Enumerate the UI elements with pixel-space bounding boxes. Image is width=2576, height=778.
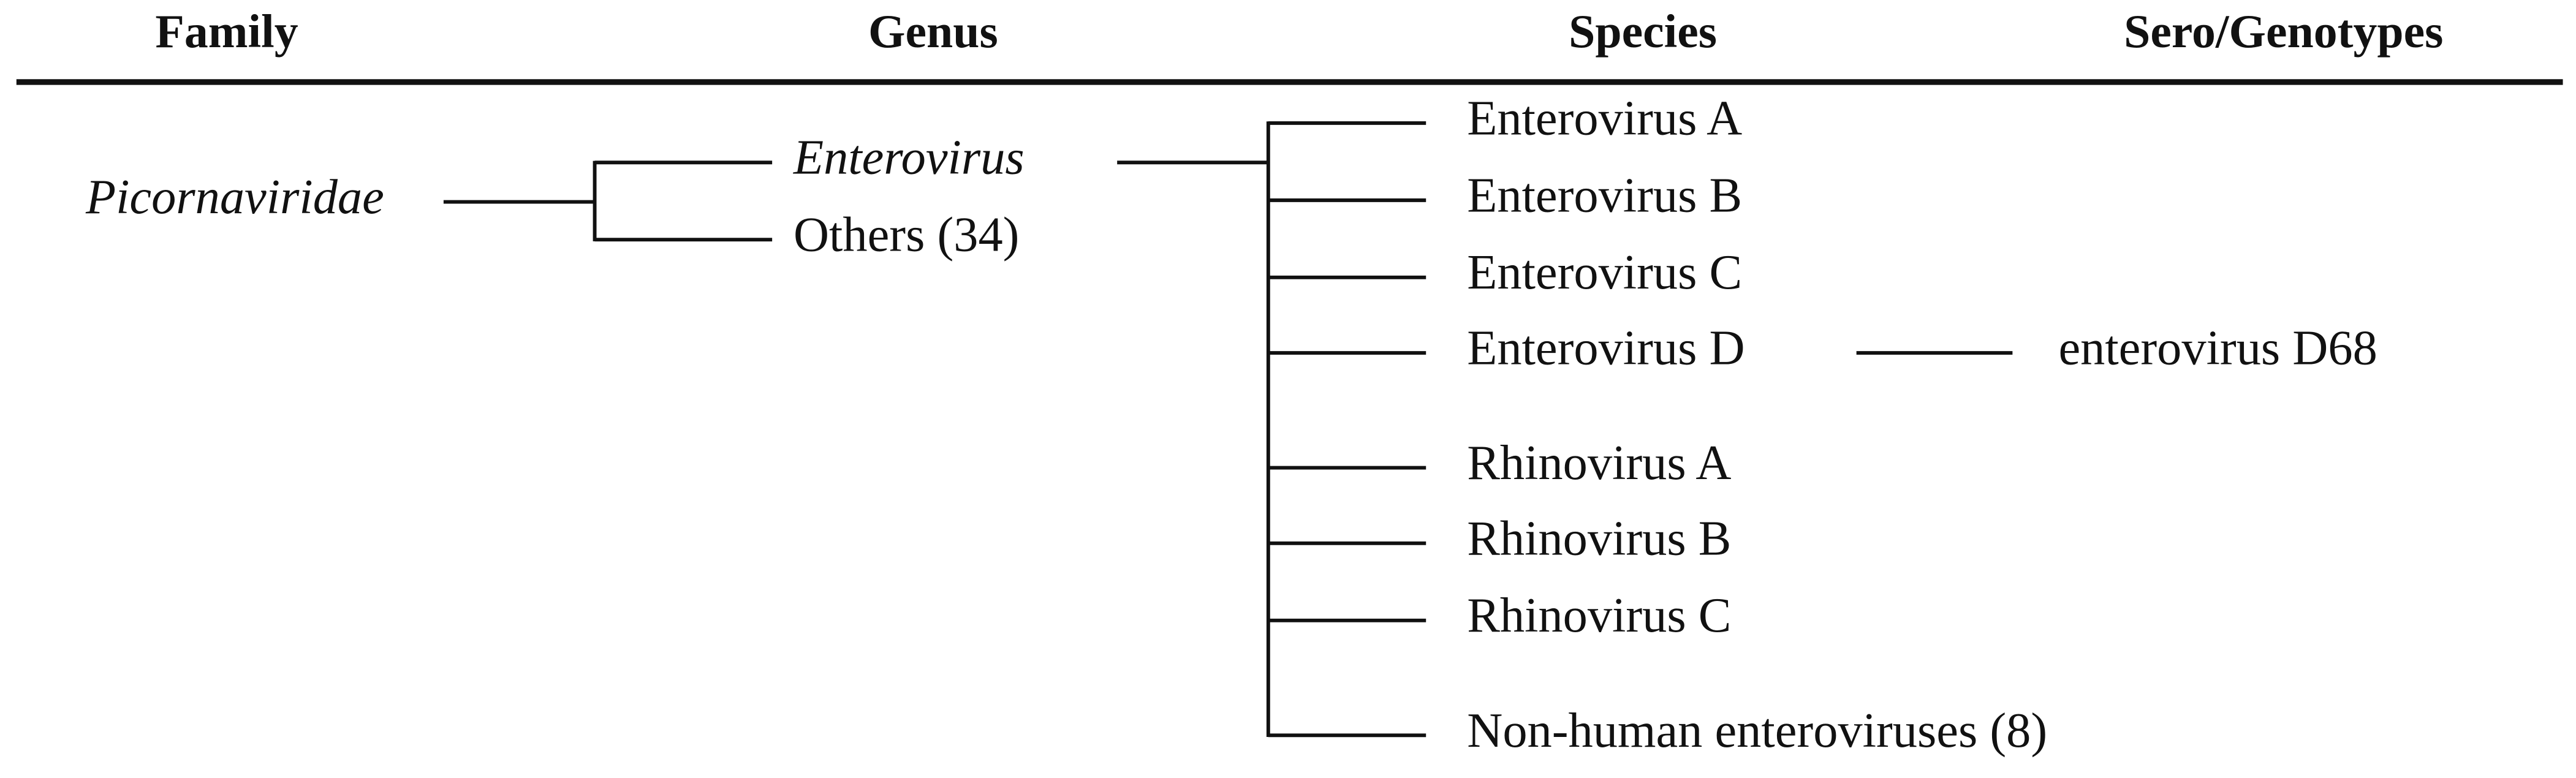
species-label: Enterovirus B	[1467, 168, 1742, 222]
header: Species	[1569, 5, 1717, 58]
genus-label: Others (34)	[794, 208, 1019, 262]
species-label: Enterovirus D	[1467, 321, 1744, 376]
family-label: Picornaviridae	[85, 170, 384, 224]
header: Sero/Genotypes	[2124, 5, 2443, 58]
species-group: Enterovirus A Enterovirus B Enterovirus C E…	[1268, 91, 2047, 758]
species-label: Rhinovirus C	[1467, 588, 1731, 643]
species-label: Rhinovirus A	[1467, 436, 1731, 490]
genotype-label: enterovirus D68	[2058, 321, 2377, 376]
species-label: Enterovirus C	[1467, 245, 1742, 300]
species-label: Non-human enteroviruses (8)	[1467, 703, 2047, 758]
species-label: Rhinovirus B	[1467, 511, 1731, 565]
genus-label: Enterovirus	[793, 130, 1025, 185]
species-label: Enterovirus A	[1467, 91, 1742, 145]
header: Genus	[868, 5, 998, 58]
header: Family	[155, 5, 298, 58]
